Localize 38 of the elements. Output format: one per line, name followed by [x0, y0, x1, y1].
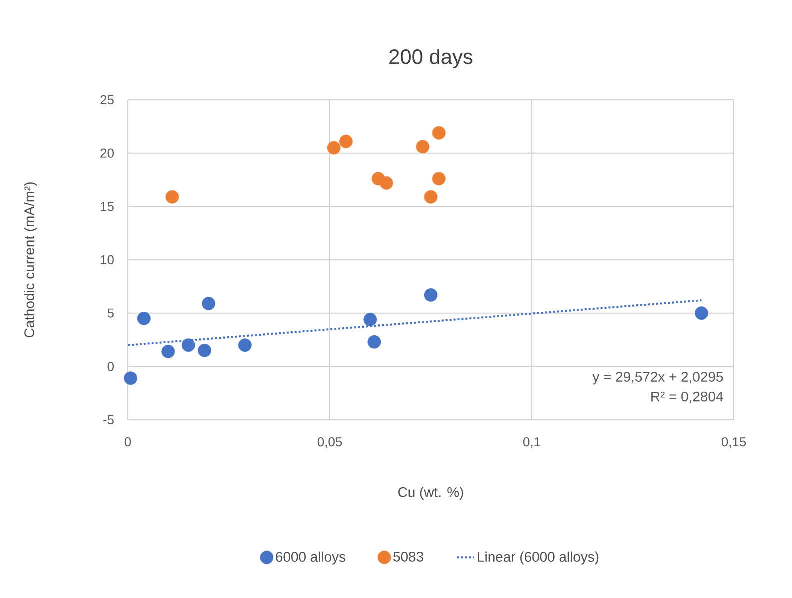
point	[202, 297, 216, 310]
point	[198, 344, 212, 358]
x-tick-label: 0,05	[318, 438, 342, 448]
legend-label: 5083	[394, 552, 424, 562]
y-tick-label: 0	[108, 362, 114, 372]
point	[416, 140, 430, 154]
point	[238, 338, 252, 352]
x-tick-label: 0,15	[722, 438, 746, 448]
legend-label: 6000 alloys	[276, 552, 346, 565]
legend-label: Linear (6000 alloys)	[478, 552, 599, 565]
point	[380, 176, 394, 190]
point	[166, 190, 180, 204]
point	[182, 338, 196, 352]
point	[424, 190, 438, 204]
y-tick-label: 20	[100, 148, 114, 158]
point	[124, 372, 138, 386]
point	[327, 141, 341, 155]
point	[364, 313, 378, 326]
point	[368, 335, 382, 349]
x-axis-title: Cu (wt. %)	[398, 487, 464, 500]
point	[137, 312, 151, 326]
x-tick-label: 0	[124, 438, 132, 447]
annotation: R² = 0,2804	[652, 392, 724, 404]
y-tick-label: 25	[100, 95, 114, 105]
y-tick-label: -5	[104, 415, 114, 425]
point	[432, 172, 446, 186]
point	[162, 345, 176, 358]
chart-title: 200 days	[390, 49, 473, 68]
x-tick-label: 0,1	[524, 438, 540, 448]
y-axis-title: Cathodic current (mA/m²)	[24, 182, 38, 338]
y-tick-label: 15	[101, 202, 114, 212]
y-tick-label: 5	[108, 308, 114, 318]
annotation: y = 29,572x + 2,0295	[592, 372, 724, 385]
point	[339, 134, 353, 148]
y-tick-label: 10	[101, 255, 114, 265]
point	[432, 126, 446, 140]
point	[694, 306, 708, 320]
point	[424, 288, 438, 302]
